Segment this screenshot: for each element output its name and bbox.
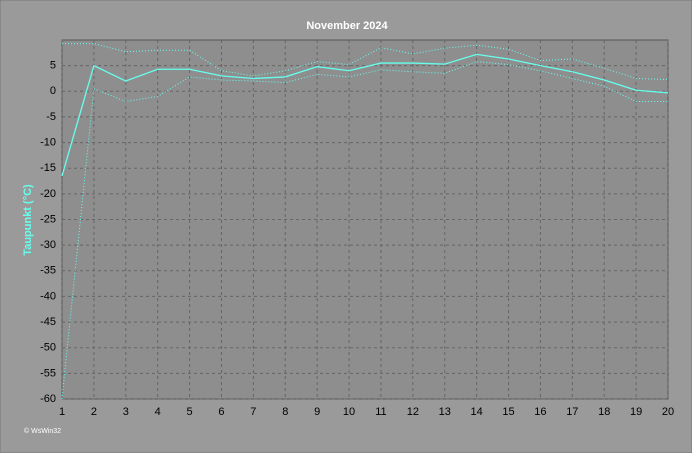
y-tick-label: -5 [46, 111, 56, 123]
x-tick-label: 12 [407, 406, 419, 418]
x-tick-label: 11 [375, 406, 386, 418]
y-tick-label: -45 [40, 316, 56, 328]
data-line [61, 61, 668, 400]
x-tick-label: 14 [471, 406, 483, 418]
x-tick-label: 10 [343, 406, 355, 418]
y-tick-label: -20 [40, 188, 56, 200]
y-tick-label: -35 [40, 265, 56, 277]
x-tick-label: 20 [662, 406, 674, 418]
x-tick-label: 8 [282, 406, 288, 418]
y-tick-label: -55 [40, 367, 56, 379]
x-tick-label: 7 [250, 406, 256, 418]
y-tick-label: -40 [40, 290, 56, 302]
x-tick-label: 15 [502, 406, 514, 418]
x-tick-label: 3 [123, 406, 129, 418]
x-tick-label: 17 [566, 406, 578, 418]
data-line [61, 53, 669, 177]
x-tick-label: 1 [59, 406, 65, 418]
y-tick-label: -10 [40, 136, 56, 148]
x-tick-label: 6 [218, 406, 224, 418]
x-tick-label: 13 [439, 406, 451, 418]
y-tick-label: -50 [40, 342, 56, 354]
x-tick-label: 9 [314, 406, 320, 418]
chart-title: November 2024 [306, 20, 388, 32]
y-tick-label: -30 [40, 239, 56, 251]
x-tick-label: 16 [534, 406, 546, 418]
x-tick-label: 4 [155, 406, 161, 418]
y-tick-label: -60 [40, 393, 56, 405]
y-tick-label: 0 [50, 85, 56, 97]
y-tick-label: -25 [40, 213, 56, 225]
x-tick-label: 2 [91, 406, 97, 418]
y-tick-label: -15 [40, 162, 56, 174]
y-axis-label: Taupunkt (°C) [22, 184, 34, 256]
credit: © WsWin32 [24, 427, 61, 435]
x-tick-label: 19 [630, 406, 642, 418]
y-tick-label: 5 [50, 60, 56, 72]
data-line [62, 43, 669, 80]
x-tick-label: 5 [187, 406, 193, 418]
x-tick-label: 18 [598, 406, 610, 418]
